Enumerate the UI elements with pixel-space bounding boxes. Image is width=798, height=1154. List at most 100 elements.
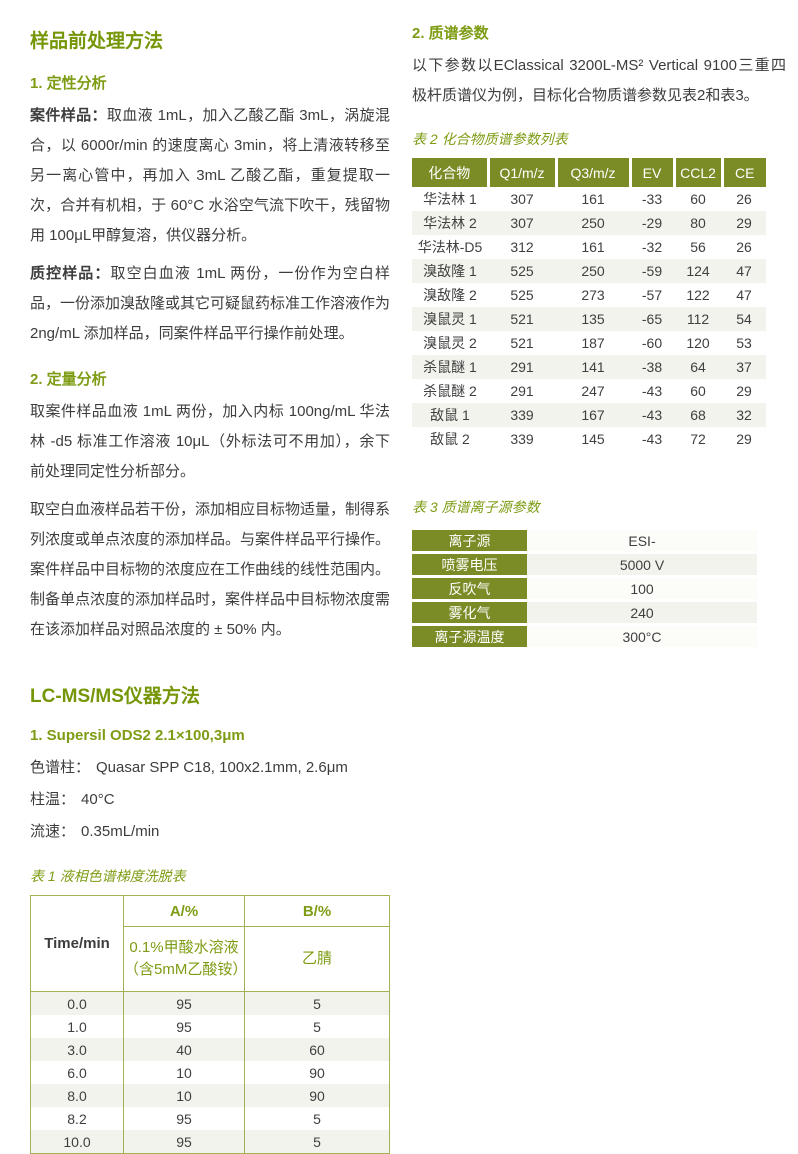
spec-column: 色谱柱： Quasar SPP C18, 100x2.1mm, 2.6μm <box>30 752 390 784</box>
spec-temperature-value: 40°C <box>81 791 115 808</box>
compound-cell: 250 <box>581 215 605 231</box>
compound-cell: 525 <box>510 263 534 279</box>
qc-sample-paragraph: 质控样品：取空白血液 1mL 两份，一份作为空白样品，一份添加溴敌隆或其它可疑鼠… <box>30 259 390 349</box>
compound-cell: 291 <box>510 359 534 375</box>
gradient-table-header: Time/min A/% B/% 0.1%甲酸水溶液 （含5mM乙酸铵） 乙腈 <box>30 895 390 992</box>
compound-cell: 525 <box>510 287 534 303</box>
compound-table-body: 华法林 1 307 161 -33 60 26 华法林 2 307 250 -29 80 29 华法林-… <box>412 187 766 451</box>
compound-cell: 溴敌隆 2 <box>423 287 477 303</box>
spec-column-value: Quasar SPP C18, 100x2.1mm, 2.6μm <box>96 759 348 776</box>
table-row: 溴鼠灵 2 521 187 -60 120 53 <box>412 331 766 355</box>
compound-cell: -33 <box>641 191 663 207</box>
gradient-cell: 10.0 <box>63 1133 91 1150</box>
compound-cell: 145 <box>581 431 605 447</box>
compound-cell: 521 <box>510 311 534 327</box>
column-header: EV <box>628 158 674 187</box>
parameter-name-cell: 雾化气 <box>412 602 527 623</box>
compound-cell: 64 <box>690 359 706 375</box>
column-subheader-b: 乙腈 <box>244 926 390 992</box>
gradient-cell: 5 <box>244 991 390 1015</box>
compound-cell: 72 <box>690 431 706 447</box>
compound-cell: 47 <box>736 287 752 303</box>
table-row: 8.0 10 90 <box>30 1084 390 1107</box>
table-row: 0.0 95 5 <box>30 991 390 1015</box>
parameter-name-cell: 离子源 <box>412 530 527 551</box>
gradient-cell: 40 <box>123 1038 245 1061</box>
column-header: CE <box>720 158 766 187</box>
parameter-value-cell: 300°C <box>527 626 757 647</box>
compound-cell: 29 <box>736 383 752 399</box>
gradient-elution-table: Time/min A/% B/% 0.1%甲酸水溶液 （含5mM乙酸铵） 乙腈 … <box>30 895 390 1154</box>
case-sample-paragraph: 案件样品：取血液 1mL，加入乙酸乙酯 3mL，涡旋混合，以 6000r/min… <box>30 101 390 251</box>
compound-cell: 141 <box>581 359 605 375</box>
table-row: 溴敌隆 2 525 273 -57 122 47 <box>412 283 766 307</box>
compound-cell: 53 <box>736 335 752 351</box>
compound-cell: -65 <box>641 311 663 327</box>
spec-flowrate: 流速： 0.35mL/min <box>30 816 390 848</box>
table-row: 1.0 95 5 <box>31 1015 390 1038</box>
compound-cell: 80 <box>690 215 706 231</box>
compound-cell: 29 <box>736 215 752 231</box>
compound-table-header: 化合物 Q1/m/z Q3/m/z EV CCL2 CE <box>412 158 766 187</box>
compound-cell: 29 <box>736 431 752 447</box>
table-row: 敌鼠 2 339 145 -43 72 29 <box>412 427 766 451</box>
gradient-cell: 95 <box>123 1015 245 1038</box>
column-subheader-a: 0.1%甲酸水溶液 （含5mM乙酸铵） <box>123 926 247 992</box>
parameter-value-cell: 100 <box>527 578 757 599</box>
gradient-cell: 5 <box>244 1130 390 1154</box>
right-column: 2. 质谱参数 以下参数以EClassical 3200L-MS² Vertic… <box>412 14 786 1154</box>
parameter-value-cell: 240 <box>527 602 757 623</box>
compound-cell: 60 <box>690 383 706 399</box>
compound-cell: 120 <box>686 335 710 351</box>
table-row: 溴鼠灵 1 521 135 -65 112 54 <box>412 307 766 331</box>
compound-cell: 37 <box>736 359 752 375</box>
compound-cell: -57 <box>641 287 663 303</box>
compound-cell: -38 <box>641 359 663 375</box>
gradient-cell: 60 <box>244 1038 390 1061</box>
table3-caption: 表 3 质谱离子源参数 <box>412 499 540 515</box>
column-header: Q1/m/z <box>486 158 556 187</box>
subsection-column-spec: 1. Supersil ODS2 2.1×100,3μm <box>30 727 245 744</box>
quantitative-paragraph-2: 取空白血液样品若干份，添加相应目标物适量，制得系列浓度或单点浓度的添加样品。与案… <box>30 501 391 638</box>
section-title-sample-pretreatment: 样品前处理方法 <box>30 31 164 52</box>
gradient-cell: 3.0 <box>67 1041 87 1058</box>
compound-cell: 26 <box>736 191 752 207</box>
gradient-cell: 5 <box>244 1107 390 1130</box>
parameter-name-cell: 喷雾电压 <box>412 554 527 575</box>
table-row: 3.0 40 60 <box>30 1038 390 1061</box>
compound-cell: 47 <box>736 263 752 279</box>
compound-cell: 32 <box>736 407 752 423</box>
compound-cell: 杀鼠醚 2 <box>423 383 477 399</box>
column-header-b: B/% <box>244 895 390 927</box>
gradient-cell: 10 <box>123 1084 245 1107</box>
quantitative-paragraph-1: 取案件样品血液 1mL 两份，加入内标 100ng/mL 华法林 -d5 标准工… <box>30 403 390 480</box>
table-row: 雾化气 240 <box>412 602 757 623</box>
column-header: Q3/m/z <box>554 158 630 187</box>
gradient-cell: 1.0 <box>67 1018 87 1035</box>
compound-cell: 溴鼠灵 1 <box>423 311 477 327</box>
compound-cell: 307 <box>510 215 534 231</box>
compound-ms-parameters-table: 化合物 Q1/m/z Q3/m/z EV CCL2 CE 华法林 1 307 161 -33 60… <box>412 158 766 451</box>
compound-cell: 339 <box>510 431 534 447</box>
compound-cell: 250 <box>581 263 605 279</box>
qc-sample-label: 质控样品： <box>30 265 111 282</box>
compound-cell: -43 <box>641 431 663 447</box>
gradient-cell: 8.0 <box>67 1087 87 1104</box>
compound-cell: 187 <box>581 335 605 351</box>
ms-intro-paragraph: 以下参数以EClassical 3200L-MS² Vertical 9100三… <box>412 57 786 104</box>
ion-source-table-body: 离子源 ESI- 喷雾电压 5000 V 反吹气 100 雾化气 240 离子源温度 300°C <box>412 530 757 647</box>
parameter-name-cell: 反吹气 <box>412 578 527 599</box>
table-row: 华法林 1 307 161 -33 60 26 <box>412 187 766 211</box>
ion-source-parameters-table: 离子源 ESI- 喷雾电压 5000 V 反吹气 100 雾化气 240 离子源温度 300°C <box>412 527 757 650</box>
compound-cell: 161 <box>581 191 605 207</box>
compound-cell: 溴敌隆 1 <box>423 263 477 279</box>
spec-column-label: 色谱柱： <box>30 759 91 776</box>
section-title-lcms-method: LC-MS/MS仪器方法 <box>30 686 200 707</box>
column-header: CCL2 <box>672 158 722 187</box>
table-row: 8.2 95 5 <box>31 1107 390 1130</box>
compound-cell: 167 <box>581 407 605 423</box>
compound-cell: -32 <box>641 239 663 255</box>
compound-cell: 华法林-D5 <box>417 239 483 255</box>
table-row: 离子源 ESI- <box>412 530 757 551</box>
